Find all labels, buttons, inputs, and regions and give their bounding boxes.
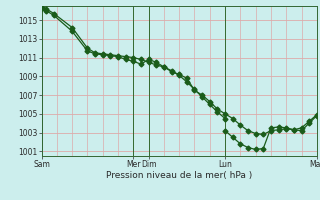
X-axis label: Pression niveau de la mer( hPa ): Pression niveau de la mer( hPa ) [106, 171, 252, 180]
